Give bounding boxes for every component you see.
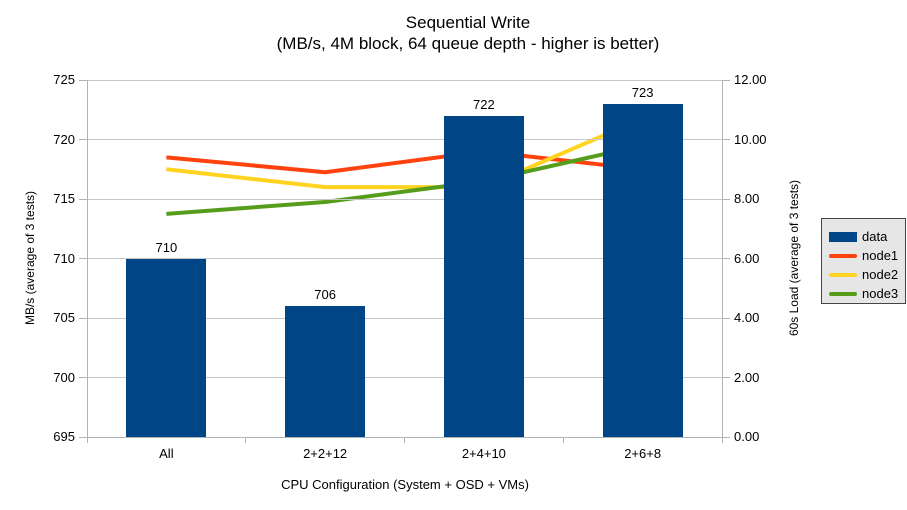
bar-data [126, 258, 207, 437]
right-axis-line [722, 80, 723, 437]
bar-value-label: 706 [314, 287, 336, 303]
x-axis-title: CPU Configuration (System + OSD + VMs) [281, 477, 529, 492]
x-axis-tick [86, 437, 88, 443]
x-axis-tick [245, 437, 247, 443]
right-axis-tick [722, 198, 730, 200]
right-axis-tick-label: 0.00 [734, 429, 760, 444]
legend-line-swatch [829, 272, 857, 277]
x-axis-tick-label: All [159, 446, 174, 461]
legend-label: data [862, 228, 888, 244]
left-axis-tick [79, 258, 87, 259]
bar-data [443, 115, 524, 437]
right-axis-tick [722, 317, 730, 319]
right-axis-tick-label: 8.00 [734, 191, 760, 206]
right-axis-tick-label: 4.00 [734, 310, 760, 325]
chart-subtitle: (MB/s, 4M block, 64 queue depth - higher… [276, 34, 660, 53]
legend-entry-data: data [829, 227, 905, 246]
chart-title-block: Sequential Write (MB/s, 4M block, 64 que… [277, 12, 660, 54]
x-axis-tick [404, 437, 405, 443]
bar-data [285, 306, 366, 437]
gridline [87, 139, 722, 140]
chart-title: Sequential Write [405, 13, 531, 32]
bar-value-label: 710 [155, 239, 178, 255]
left-axis-line [87, 80, 88, 437]
legend-label: node3 [862, 285, 899, 301]
left-axis-tick [79, 436, 87, 438]
legend-line-swatch [829, 291, 857, 296]
line-series-node2 [166, 116, 644, 190]
x-axis-tick-label: 2+6+8 [624, 446, 662, 461]
right-axis-tick [722, 258, 730, 259]
legend-bar-swatch [829, 231, 857, 242]
right-axis-tick-label: 12.00 [734, 72, 767, 87]
left-axis-tick-label: 700 [53, 369, 75, 385]
legend: data node1 node2 node3 [821, 218, 906, 304]
gridline [87, 198, 722, 200]
legend-label: node1 [862, 247, 899, 263]
x-axis-tick-label: 2+2+12 [303, 446, 348, 461]
left-axis-tick [79, 317, 87, 319]
left-axis-tick-label: 695 [53, 429, 75, 444]
gridline [87, 317, 722, 319]
legend-line-swatch [829, 253, 857, 258]
left-axis-tick-label: 725 [53, 72, 75, 87]
right-axis-tick-label: 6.00 [734, 250, 760, 266]
bar-value-label: 722 [473, 96, 495, 112]
gridline [87, 377, 722, 378]
left-axis-tick-label: 715 [53, 191, 75, 206]
left-axis-tick-label: 720 [53, 131, 75, 147]
left-axis-tick [79, 79, 87, 81]
legend-entry-node3: node3 [829, 284, 905, 303]
legend-label: node2 [862, 266, 899, 282]
x-axis-tick [562, 437, 564, 443]
right-axis-tick [722, 436, 730, 438]
line-series-node1 [166, 149, 643, 175]
legend-entry-node1: node1 [829, 246, 905, 265]
x-axis-tick-label: 2+4+10 [461, 446, 506, 461]
line-series-node3 [166, 143, 644, 216]
legend-entry-node2: node2 [829, 265, 905, 284]
right-axis-tick [722, 139, 730, 140]
gridline [87, 79, 722, 81]
left-axis-tick [79, 377, 87, 378]
left-axis-tick-label: 705 [53, 310, 75, 325]
gridline [87, 258, 722, 259]
right-axis-tick [722, 377, 730, 378]
left-axis-tick-label: 710 [53, 250, 75, 266]
left-axis-tick [79, 139, 87, 140]
bar-value-label: 723 [631, 84, 654, 100]
left-axis-tick [79, 198, 87, 200]
right-axis-tick-label: 10.00 [734, 131, 767, 147]
bar-data [602, 103, 683, 437]
x-axis-tick [721, 437, 723, 443]
right-axis-tick-label: 2.00 [734, 369, 760, 385]
right-axis-tick [722, 79, 730, 81]
